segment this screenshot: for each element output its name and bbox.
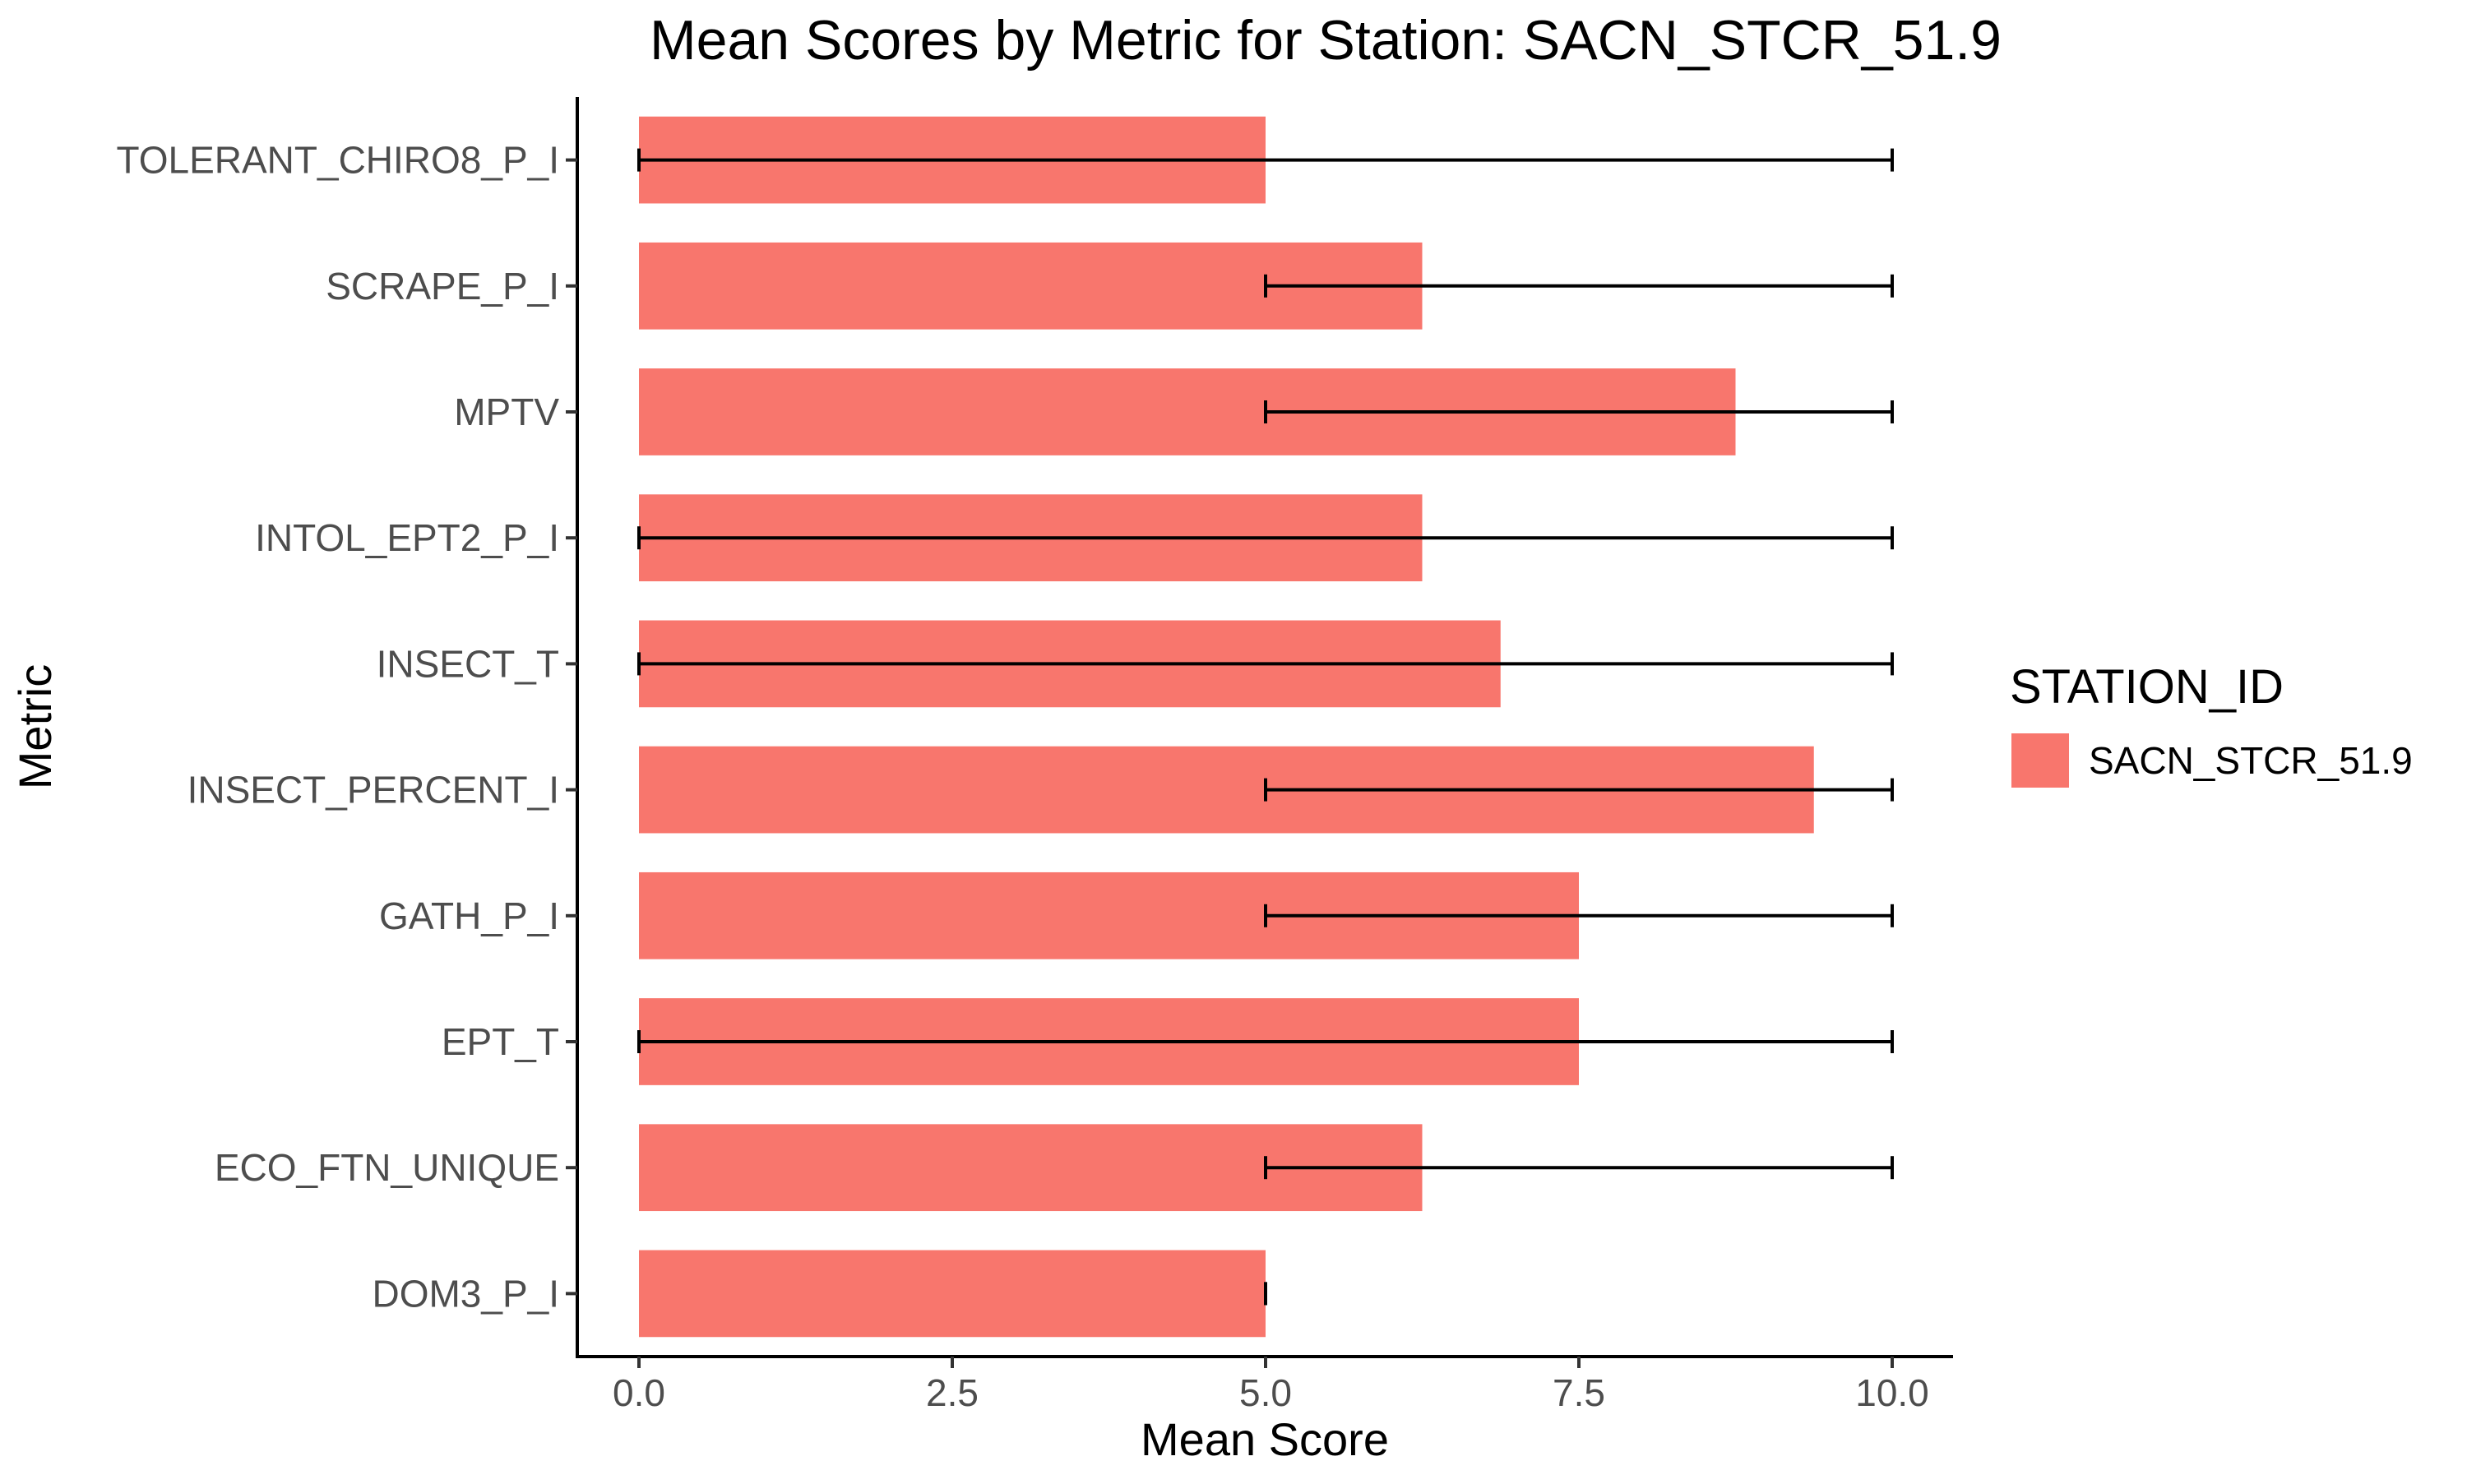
y-axis-title: Metric — [9, 664, 61, 789]
y-ticks-layer: TOLERANT_CHIRO8_P_I SCRAPE_P_I MPTV INTOL_E… — [116, 139, 577, 1315]
x-tick-label: 2.5 — [926, 1371, 979, 1414]
errorbars-layer — [637, 148, 1894, 1306]
x-tick-label: 10.0 — [1855, 1371, 1929, 1414]
y-tick-label: GATH_P_I — [379, 895, 559, 937]
error-bar-mptv — [1264, 400, 1894, 423]
bar-dom3-p-i — [639, 1250, 1266, 1338]
x-tick-label: 7.5 — [1553, 1371, 1605, 1414]
error-bar-gath-p-i — [1264, 904, 1894, 927]
error-bar-intol-ept2-p-i — [637, 526, 1894, 550]
legend-title: STATION_ID — [2010, 660, 2284, 714]
y-tick-label: ECO_FTN_UNIQUE — [215, 1146, 559, 1189]
x-tick-label: 5.0 — [1239, 1371, 1292, 1414]
y-tick-label: DOM3_P_I — [372, 1272, 559, 1315]
legend-entry-label: SACN_STCR_51.9 — [2089, 739, 2413, 782]
y-tick-label: EPT_T — [442, 1020, 559, 1063]
legend: STATION_ID SACN_STCR_51.9 — [2010, 660, 2413, 788]
error-bar-scrape-p-i — [1264, 274, 1894, 298]
x-ticks-layer: 0.0 2.5 5.0 7.5 10.0 — [613, 1357, 1929, 1414]
y-tick-label: INTOL_EPT2_P_I — [255, 516, 559, 559]
x-axis-title: Mean Score — [1141, 1413, 1389, 1465]
y-tick-label: TOLERANT_CHIRO8_P_I — [116, 139, 559, 182]
y-tick-label: INSECT_T — [377, 642, 559, 685]
y-tick-label: SCRAPE_P_I — [326, 265, 559, 307]
error-bar-insect-percent-i — [1264, 778, 1894, 802]
x-tick-label: 0.0 — [613, 1371, 665, 1414]
error-bar-ept-t — [637, 1030, 1894, 1053]
error-bar-eco-ftn-unique — [1264, 1156, 1894, 1180]
y-tick-label: INSECT_PERCENT_I — [187, 769, 559, 811]
error-bar-insect-t — [637, 652, 1894, 676]
y-tick-label: MPTV — [454, 391, 559, 433]
chart-title: Mean Scores by Metric for Station: SACN_… — [650, 9, 2002, 72]
legend-key-swatch — [2011, 733, 2069, 788]
error-bar-tolerant-chiro8-p-i — [637, 148, 1894, 172]
